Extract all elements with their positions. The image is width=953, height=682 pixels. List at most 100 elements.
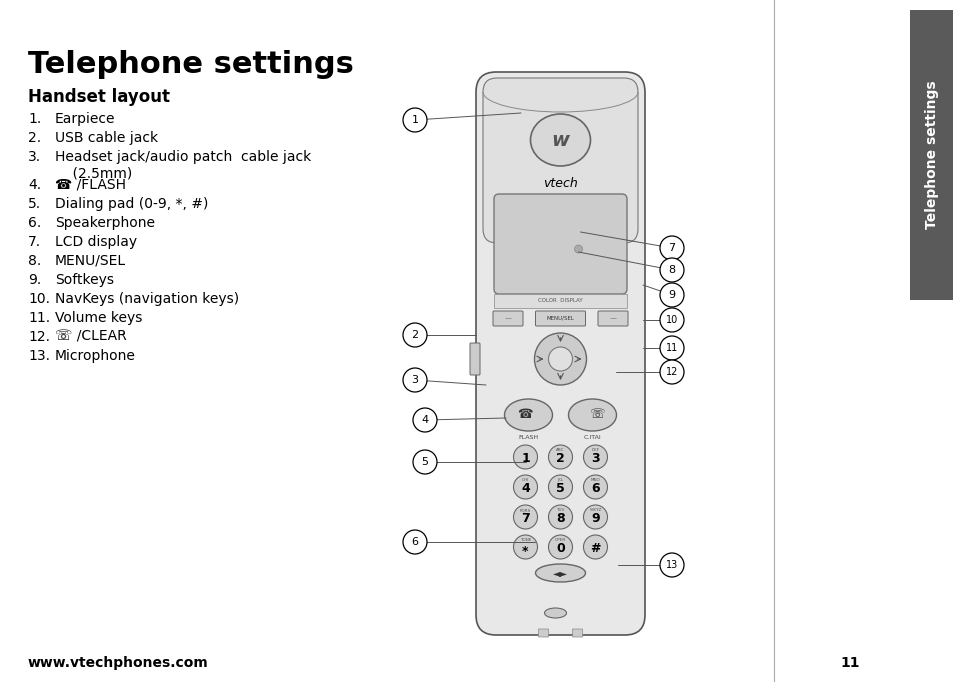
Text: Handset layout: Handset layout (28, 88, 170, 106)
Text: ☏ /CLEAR: ☏ /CLEAR (55, 330, 127, 344)
Ellipse shape (535, 564, 585, 582)
Text: 6: 6 (591, 481, 599, 494)
Text: C.ITAI: C.ITAI (583, 435, 600, 440)
Text: 10: 10 (665, 315, 678, 325)
Text: 5: 5 (421, 457, 428, 467)
Text: 3.: 3. (28, 150, 41, 164)
Text: 6: 6 (411, 537, 418, 547)
Text: 11.: 11. (28, 311, 51, 325)
Circle shape (413, 450, 436, 474)
Text: ☎: ☎ (517, 409, 532, 421)
Circle shape (548, 347, 572, 371)
Text: 11: 11 (665, 343, 678, 353)
Text: 3: 3 (411, 375, 418, 385)
Text: vtech: vtech (542, 177, 578, 190)
Text: www.vtechphones.com: www.vtechphones.com (28, 656, 209, 670)
Circle shape (513, 475, 537, 499)
Text: 13: 13 (665, 560, 678, 570)
Text: TONE: TONE (519, 538, 531, 542)
Text: —: — (609, 316, 616, 321)
Circle shape (513, 445, 537, 469)
Text: Dialing pad (0-9, *, #): Dialing pad (0-9, *, #) (55, 197, 208, 211)
FancyBboxPatch shape (535, 311, 585, 326)
Text: OPER: OPER (555, 538, 565, 542)
Ellipse shape (530, 114, 590, 166)
Circle shape (548, 475, 572, 499)
Text: 1: 1 (411, 115, 418, 125)
Text: 8.: 8. (28, 254, 41, 268)
Text: ⁎: ⁎ (521, 542, 528, 554)
FancyBboxPatch shape (476, 72, 644, 635)
Text: TUV: TUV (556, 508, 564, 512)
Text: 1: 1 (520, 451, 529, 464)
FancyBboxPatch shape (482, 78, 638, 243)
Text: 7.: 7. (28, 235, 41, 249)
Text: ☏: ☏ (588, 409, 603, 421)
Circle shape (659, 236, 683, 260)
Text: 2: 2 (411, 330, 418, 340)
Circle shape (402, 368, 427, 392)
Circle shape (583, 445, 607, 469)
Text: MENU/SEL: MENU/SEL (546, 316, 574, 321)
Text: WXYZ: WXYZ (589, 508, 601, 512)
FancyBboxPatch shape (572, 629, 582, 637)
Circle shape (659, 553, 683, 577)
FancyBboxPatch shape (537, 629, 548, 637)
Text: Softkeys: Softkeys (55, 273, 113, 287)
FancyBboxPatch shape (494, 294, 626, 308)
Circle shape (659, 308, 683, 332)
Text: Microphone: Microphone (55, 349, 135, 363)
Text: 1.: 1. (28, 112, 41, 126)
Text: 4: 4 (421, 415, 428, 425)
Text: 12.: 12. (28, 330, 50, 344)
Text: Speakerphone: Speakerphone (55, 216, 154, 230)
Text: 2.: 2. (28, 131, 41, 145)
Circle shape (402, 323, 427, 347)
Circle shape (659, 360, 683, 384)
FancyBboxPatch shape (470, 343, 479, 375)
Text: Telephone settings: Telephone settings (28, 50, 354, 79)
Ellipse shape (504, 399, 552, 431)
Circle shape (402, 530, 427, 554)
Text: 9: 9 (591, 512, 599, 524)
FancyBboxPatch shape (598, 311, 627, 326)
Text: 5: 5 (556, 481, 564, 494)
Text: JKL: JKL (557, 478, 563, 482)
Circle shape (659, 336, 683, 360)
Circle shape (548, 505, 572, 529)
Text: w: w (551, 130, 569, 149)
Circle shape (402, 108, 427, 132)
Circle shape (534, 333, 586, 385)
Circle shape (659, 258, 683, 282)
Text: 5.: 5. (28, 197, 41, 211)
Text: 0: 0 (556, 542, 564, 554)
Text: 13.: 13. (28, 349, 50, 363)
Text: 7: 7 (520, 512, 529, 524)
Text: MENU/SEL: MENU/SEL (55, 254, 126, 268)
Circle shape (583, 475, 607, 499)
Text: 4.: 4. (28, 178, 41, 192)
FancyBboxPatch shape (493, 311, 522, 326)
Text: ☎ /FLASH: ☎ /FLASH (55, 178, 126, 192)
Circle shape (513, 505, 537, 529)
Text: PQRS: PQRS (519, 508, 531, 512)
Text: 12: 12 (665, 367, 678, 377)
Text: USB cable jack: USB cable jack (55, 131, 158, 145)
Text: 11: 11 (840, 656, 859, 670)
Text: Telephone settings: Telephone settings (924, 80, 938, 229)
Circle shape (548, 445, 572, 469)
Circle shape (583, 505, 607, 529)
Text: Volume keys: Volume keys (55, 311, 142, 325)
Text: 4: 4 (520, 481, 529, 494)
Circle shape (413, 408, 436, 432)
Circle shape (659, 283, 683, 307)
Text: Headset jack/audio patch  cable jack
    (2.5mm): Headset jack/audio patch cable jack (2.5… (55, 150, 311, 180)
Text: 7: 7 (668, 243, 675, 253)
Ellipse shape (544, 608, 566, 618)
Text: #: # (590, 542, 600, 554)
Circle shape (548, 535, 572, 559)
Text: 10.: 10. (28, 292, 50, 306)
Text: MNO: MNO (590, 478, 599, 482)
Circle shape (513, 535, 537, 559)
Text: 9: 9 (668, 290, 675, 300)
